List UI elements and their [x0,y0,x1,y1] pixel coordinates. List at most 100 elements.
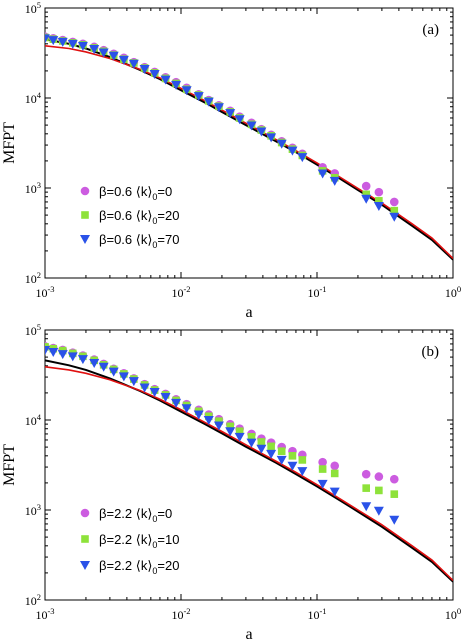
data-layer [45,32,453,261]
triangle-point [57,350,68,360]
y-tick-label: 102 [25,270,41,286]
square-point [235,427,244,436]
circle-point [318,457,327,467]
triangle-point [389,515,400,525]
x-tick-label: 10-2 [171,606,190,622]
square-point [247,433,256,441]
legend-square-marker [81,211,89,219]
black-curve [45,38,453,261]
triangle-point [361,194,372,204]
triangle-point [67,352,78,362]
triangle-point [139,383,150,393]
triangle-point [128,59,139,69]
triangle-point [234,432,245,442]
triangle-point [89,358,100,368]
axis-ticks [44,329,454,601]
square-point [277,447,286,456]
square-point [375,486,383,495]
triangle-point [276,139,287,149]
x-tick-label: 10-2 [171,284,190,300]
circle-point [374,472,384,481]
triangle-point [77,355,88,365]
circle-point [330,461,340,471]
legend-entry: β=0.6 ⟨k⟩0=20 [99,208,179,226]
triangle-point [287,461,298,471]
triangle-point [213,421,224,431]
y-tick-label: 104 [25,90,42,106]
x-tick-label: 100 [445,606,461,622]
triangle-point [160,393,171,403]
triangle-point [67,39,78,49]
red-curve [45,45,453,260]
x-axis-label: a [245,626,252,643]
y-tick-label: 105 [25,0,41,16]
square-point [330,469,339,478]
triangle-point [48,347,59,357]
triangle-point [118,372,129,382]
triangle-point [225,109,236,119]
y-tick-label: 104 [25,412,42,428]
legend-circle-marker [80,508,90,518]
plot-frame [44,7,454,279]
square-point [362,484,370,492]
legend-entry: β=0.6 ⟨k⟩0=70 [99,232,179,250]
circle-point [389,197,399,207]
legend: β=0.6 ⟨k⟩0=0 β=0.6 ⟨k⟩0=20 β=0.6 ⟨k⟩0=70 [80,184,179,250]
triangle-point [266,133,277,143]
square-point [257,438,266,446]
legend-triangle-marker [80,561,90,570]
triangle-point [297,153,308,163]
triangle-point [225,427,236,437]
x-tick-label: 10-3 [35,284,54,300]
square-point [375,197,383,205]
triangle-point [361,502,372,512]
triangle-point [77,41,88,51]
legend-triangle-marker [80,235,90,244]
square-point [226,422,234,431]
triangle-point [256,444,267,454]
square-point [288,452,297,460]
square-point [390,206,399,215]
triangle-point [149,69,160,79]
circle-point [374,187,384,197]
triangle-point [287,146,298,156]
data-layer [45,341,453,583]
x-tick-label: 10-1 [307,284,326,300]
red-curve [45,366,453,582]
legend-entry: β=0.6 ⟨k⟩0=0 [99,184,172,202]
triangle-point [160,75,171,85]
triangle-point [234,115,245,125]
y-tick-label: 102 [25,592,41,608]
y-tick-label: 103 [25,180,41,196]
triangle-point [171,398,182,408]
triangle-point [203,97,214,107]
black-curve [45,359,453,583]
triangle-point [256,127,267,137]
x-axis-label: a [245,304,252,321]
triangle-point [139,65,150,75]
triangle-point [329,487,340,497]
axis-ticks [44,7,454,279]
triangle-point [98,362,109,372]
triangle-point [193,92,204,102]
triangle-point [181,86,192,96]
x-tick-label: 10-1 [307,606,326,622]
triangle-point [193,410,204,420]
square-point [318,465,327,473]
legend-entry: β=2.2 ⟨k⟩0=20 [99,558,179,576]
x-tick-label: 10-3 [35,606,54,622]
plot-frame [44,329,454,601]
panel-label: (b) [422,344,440,360]
square-point [362,190,370,199]
panel-a: 10-3 10-2 10-1 100 102 103 104 105 a MFPT (a) β=0.6… [1,0,461,321]
circle-point [361,469,371,479]
triangle-point [213,103,224,113]
x-tick-label: 100 [445,284,461,300]
square-point [215,417,223,425]
triangle-point [128,377,139,387]
y-tick-label: 105 [25,322,41,338]
legend-entry: β=2.2 ⟨k⟩0=10 [99,532,179,550]
y-axis-label: MFPT [1,444,18,486]
legend-square-marker [81,535,89,543]
